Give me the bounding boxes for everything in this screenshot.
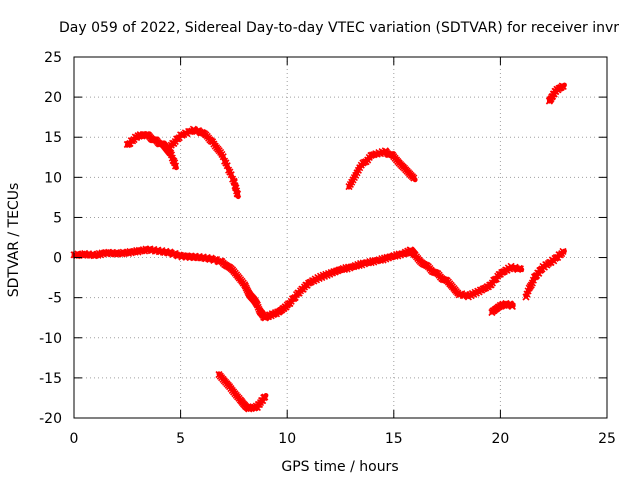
data-point (362, 259, 370, 267)
data-point (171, 162, 180, 170)
track-main (70, 245, 525, 322)
y-tick-label: -15 (39, 371, 62, 387)
data-point (261, 393, 269, 401)
y-tick-label: 25 (44, 50, 62, 66)
data-point (516, 265, 524, 273)
x-tick-label: 25 (598, 431, 616, 447)
data-point (234, 190, 242, 198)
data-point (559, 247, 567, 255)
y-tick-label: 10 (44, 170, 62, 186)
data-point (410, 174, 418, 182)
y-tick-label: -5 (48, 291, 62, 307)
x-axis-label: GPS time / hours (281, 459, 398, 475)
plot-frame (73, 56, 608, 419)
track-low-right (488, 299, 516, 317)
track-arc-2 (166, 125, 242, 200)
data-point (559, 82, 567, 90)
y-tick-label: 15 (44, 130, 62, 146)
track-arc-3 (345, 147, 418, 191)
y-tick-label: 5 (53, 210, 62, 226)
data-series (70, 82, 567, 413)
chart-title: Day 059 of 2022, Sidereal Day-to-day VTE… (59, 20, 619, 36)
y-tick-label: 20 (44, 90, 62, 106)
x-tick-label: 5 (176, 431, 185, 447)
y-tick-label: -20 (39, 411, 62, 427)
x-tick-label: 0 (70, 431, 79, 447)
data-point (508, 302, 516, 310)
y-tick-label: 0 (53, 251, 62, 267)
x-tick-label: 10 (278, 431, 296, 447)
track-tail (522, 247, 567, 301)
y-tick-label: -10 (39, 331, 62, 347)
track-bottom (215, 371, 269, 413)
x-tick-label: 15 (385, 431, 403, 447)
axis-ticks: 0 5 10 15 20 25 -20 -15 -10 -5 0 5 10 15 20 25 (39, 50, 616, 447)
y-axis-label: SDTVAR / TECUs (6, 183, 22, 298)
x-tick-label: 20 (491, 431, 509, 447)
grid-lines (74, 57, 607, 418)
track-top-right (545, 82, 567, 105)
